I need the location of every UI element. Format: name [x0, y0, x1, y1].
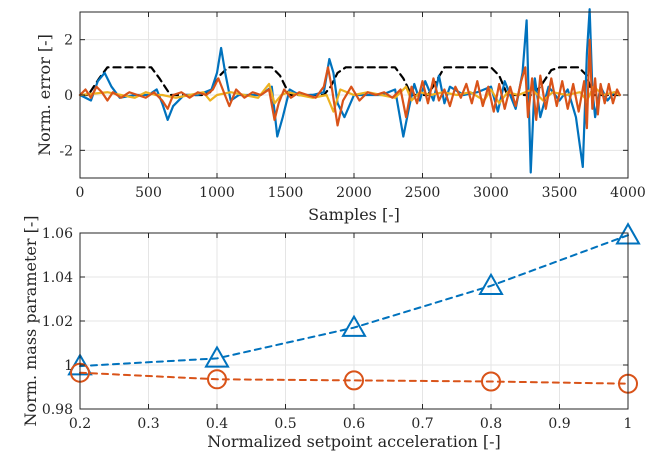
mass-plot: 0.2 0.3 0.4 0.5 0.6 0.7 0.8 0.9 1 0.98 1 1.02 1.04 1.… — [21, 216, 641, 451]
mass-plot-x-tick-label: 0.6 — [343, 416, 365, 432]
error-plot-x-tick-label: 2500 — [405, 185, 441, 201]
mass-plot-y-axis-label: Norm. mass parameter [-] — [21, 216, 40, 427]
mass-plot-triangle-marker — [341, 314, 367, 337]
mass-plot-circle-marker — [344, 370, 364, 391]
error-plot-x-tick-label: 3000 — [473, 185, 509, 201]
error-plot-x-tick-label: 1000 — [199, 185, 235, 201]
mass-plot-x-tick-label: 0.5 — [274, 416, 296, 432]
error-plot-x-tick-label: 2000 — [336, 185, 372, 201]
mass-plot-y-tick-label: 1.06 — [42, 226, 73, 242]
mass-plot-y-tick-label: 1.04 — [42, 270, 73, 286]
error-plot-ticks: 0 500 1000 1500 2000 2500 3000 3500 4000 -2 0 2 — [59, 12, 646, 201]
error-plot-y-tick-label: 2 — [64, 33, 73, 49]
mass-plot-y-tick-label: 1.02 — [42, 314, 73, 330]
mass-plot-x-tick-label: 0.9 — [548, 416, 570, 432]
error-plot-x-tick-label: 3500 — [542, 185, 578, 201]
error-plot-y-tick-label: -2 — [59, 143, 73, 159]
mass-plot-triangle-marker — [204, 345, 230, 368]
error-plot-series — [78, 8, 621, 174]
mass-plot-series-line-1 — [79, 371, 629, 385]
error-plot-x-tick-label: 0 — [76, 185, 85, 201]
mass-plot-x-tick-label: 0.3 — [137, 416, 159, 432]
mass-plot-x-tick-label: 0.8 — [480, 416, 502, 432]
error-plot-x-tick-label: 1500 — [268, 185, 304, 201]
error-plot: 0 500 1000 1500 2000 2500 3000 3500 4000 -2 0 2 Sam… — [35, 8, 646, 224]
mass-plot-circle-marker — [481, 371, 501, 392]
mass-plot-series-line-0 — [79, 234, 629, 368]
mass-plot-x-tick-label: 0.7 — [411, 416, 433, 432]
error-plot-x-tick-label: 4000 — [610, 185, 646, 201]
error-plot-series-line-3 — [78, 38, 621, 130]
error-plot-y-axis-label: Norm. error [-] — [35, 34, 54, 156]
error-plot-y-tick-label: 0 — [64, 88, 73, 104]
mass-plot-series — [67, 222, 641, 394]
mass-plot-y-tick-label: 0.98 — [42, 402, 73, 418]
mass-plot-triangle-marker — [478, 272, 504, 296]
mass-plot-x-tick-label: 0.2 — [69, 416, 91, 432]
error-plot-series-line-0 — [78, 66, 621, 97]
mass-plot-x-tick-label: 1 — [624, 416, 633, 432]
mass-plot-ticks: 0.2 0.3 0.4 0.5 0.6 0.7 0.8 0.9 1 0.98 1 1.02 1.04 1.… — [42, 226, 633, 432]
error-plot-x-axis-label: Samples [-] — [308, 205, 400, 224]
error-plot-x-tick-label: 500 — [135, 185, 162, 201]
mass-plot-y-tick-label: 1 — [64, 358, 73, 374]
mass-plot-x-tick-label: 0.4 — [206, 416, 228, 432]
mass-plot-x-axis-label: Normalized setpoint acceleration [-] — [207, 432, 501, 451]
mass-plot-circle-marker — [207, 369, 227, 390]
